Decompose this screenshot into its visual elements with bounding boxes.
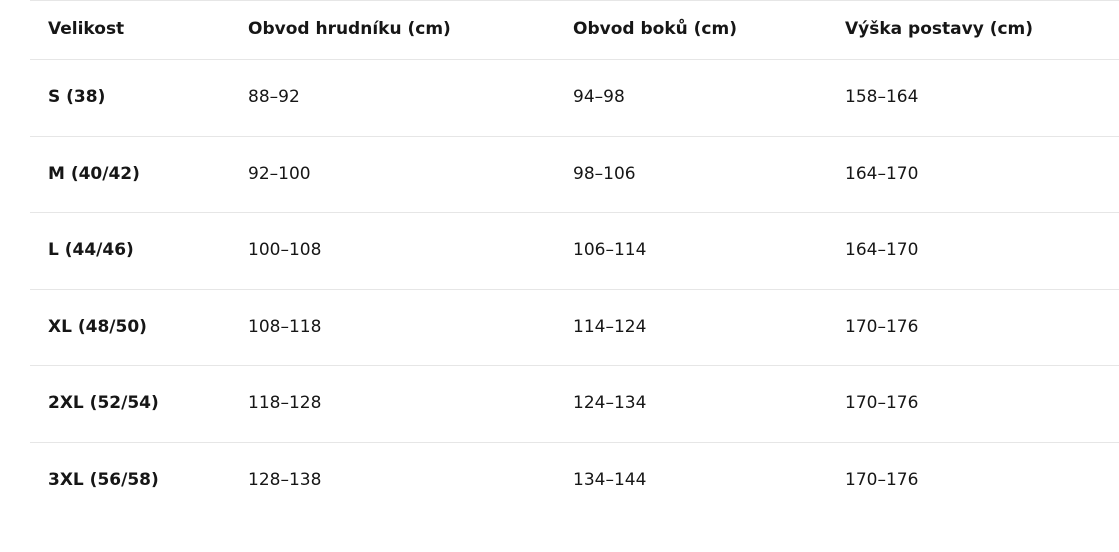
measurement: 98–106 [573, 163, 636, 184]
row-divider [30, 0, 1119, 1]
size-label: 3XL (56/58) [48, 469, 159, 490]
measurement: 106–114 [573, 240, 647, 261]
size-label: M (40/42) [48, 163, 140, 184]
row-divider [30, 365, 1119, 366]
measurement: 170–176 [845, 316, 919, 337]
measurement: 164–170 [845, 163, 919, 184]
measurement: 88–92 [248, 87, 300, 108]
row-divider [30, 212, 1119, 213]
row-divider [30, 441, 1119, 443]
measurement: 170–176 [845, 469, 919, 490]
measurement: 124–134 [573, 393, 647, 414]
column-header: Velikost [48, 19, 125, 39]
size-label: XL (48/50) [48, 316, 147, 337]
measurement: 158–164 [845, 87, 919, 108]
row-divider [30, 135, 1119, 137]
size-label: 2XL (52/54) [48, 393, 159, 414]
row-divider [30, 288, 1119, 290]
measurement: 100–108 [248, 240, 322, 261]
column-header: Obvod hrudníku (cm) [248, 19, 451, 39]
measurement: 92–100 [248, 163, 311, 184]
measurement: 114–124 [573, 316, 647, 337]
measurement: 118–128 [248, 393, 322, 414]
measurement: 134–144 [573, 469, 647, 490]
size-label: L (44/46) [48, 240, 134, 261]
measurement: 128–138 [248, 469, 322, 490]
column-header: Výška postavy (cm) [845, 19, 1034, 39]
measurement: 170–176 [845, 393, 919, 414]
size-label: S (38) [48, 87, 106, 108]
row-divider [30, 59, 1119, 60]
measurement: 94–98 [573, 87, 625, 108]
measurement: 164–170 [845, 240, 919, 261]
column-header: Obvod boků (cm) [573, 19, 737, 39]
measurement: 108–118 [248, 316, 322, 337]
